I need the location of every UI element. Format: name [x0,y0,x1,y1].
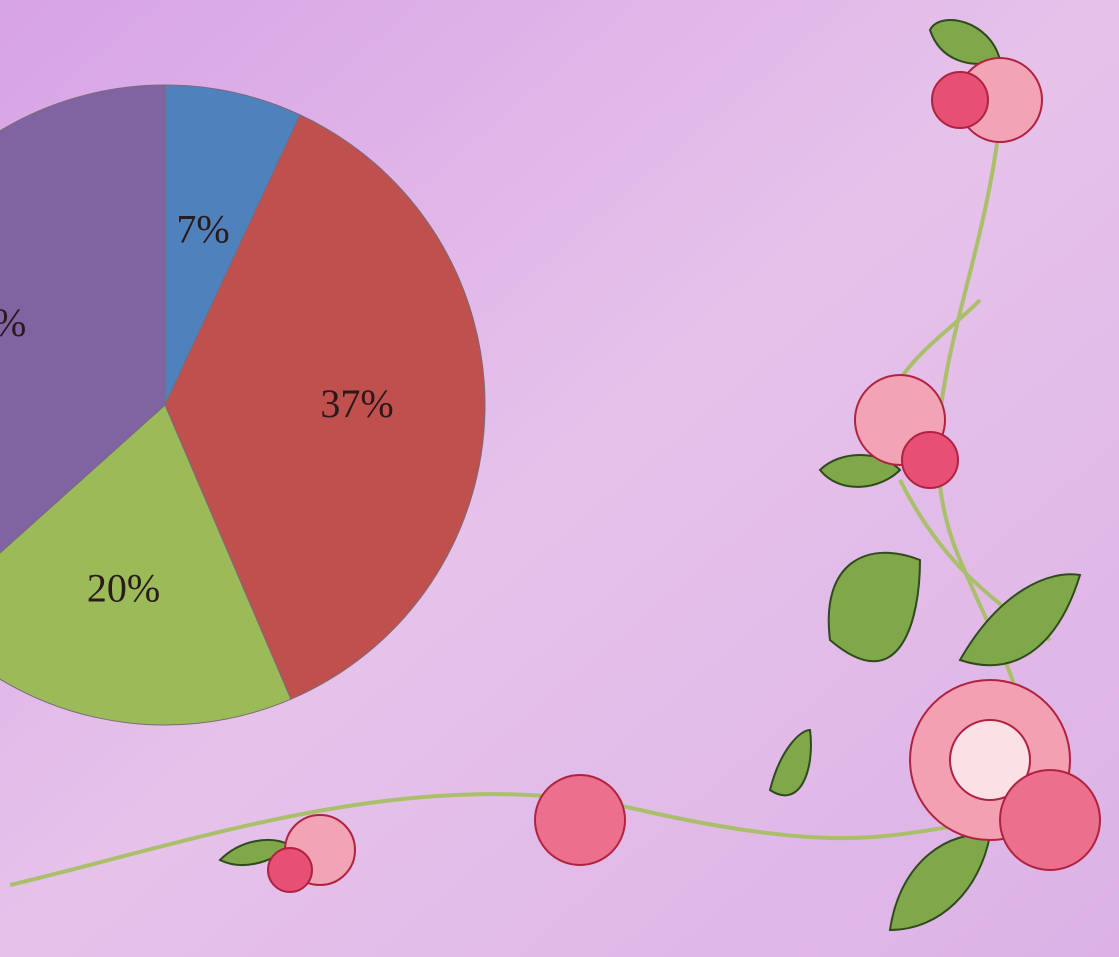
flower [902,432,958,488]
flower [932,72,988,128]
data-label: 20% [87,566,160,611]
flower [535,775,625,865]
flower [268,848,312,892]
slide: 7% 37% 20% 37% [0,0,1119,957]
data-label: 7% [176,206,229,251]
data-label: 37% [320,381,393,426]
page: 7%37%20%37% (() => { const data = JSON.p… [0,0,1119,957]
data-label: 37% [0,300,26,345]
flower [1000,770,1100,870]
